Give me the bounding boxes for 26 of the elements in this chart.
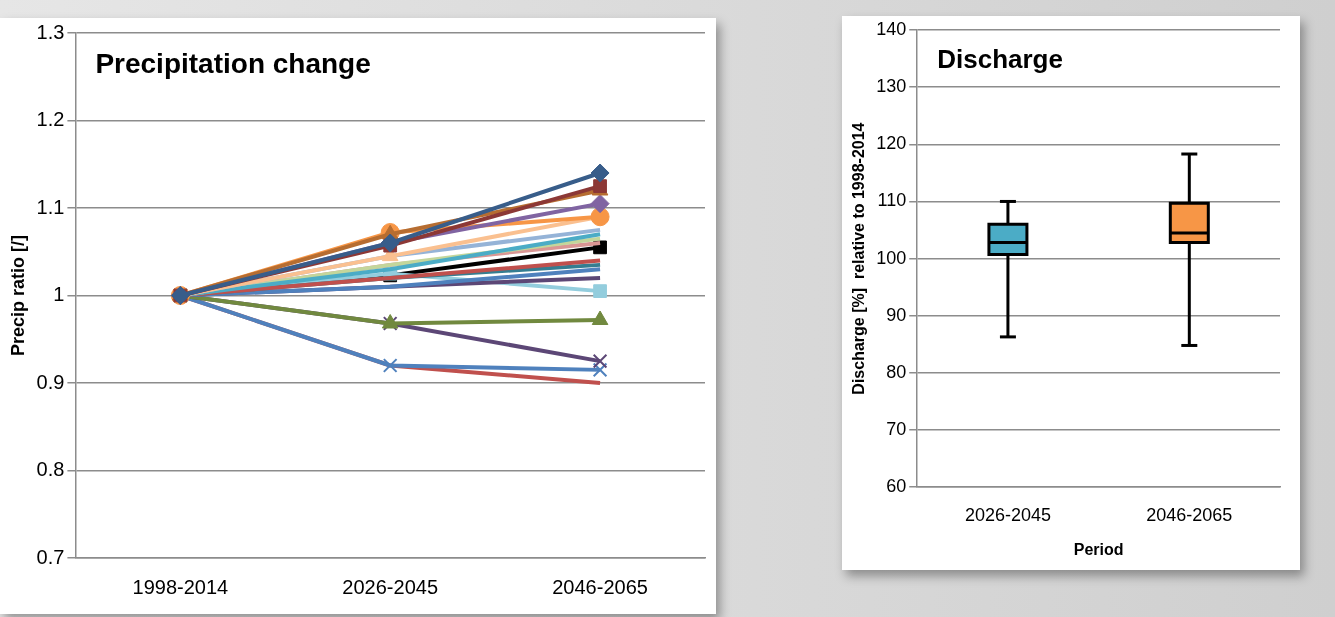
y-tick-label: 1.3 — [36, 20, 65, 43]
y-tick-label: 0.7 — [36, 545, 65, 568]
x-tick-label: 2046-2065 — [552, 575, 648, 598]
y-tick-label: 80 — [886, 361, 907, 382]
x-axis-title: Period — [1073, 540, 1124, 558]
y-axis-title: Precip ratio [/] — [7, 234, 28, 357]
y-tick-label: 60 — [886, 476, 907, 497]
y-tick-label: 130 — [876, 76, 907, 97]
x-tick-label: 2026-2045 — [342, 575, 439, 598]
x-tick-label: 2026-2045 — [964, 504, 1051, 525]
y-tick-label: 120 — [876, 133, 907, 154]
y-tick-label: 0.9 — [36, 370, 65, 393]
y-tick-label: 0.8 — [36, 458, 65, 481]
y-axis-title: Discharge [%] relative to 1998-2014 — [850, 122, 868, 395]
y-tick-label: 1 — [53, 283, 65, 306]
y-tick-label: 100 — [876, 247, 907, 268]
x-tick-label: 2046-2065 — [1146, 504, 1233, 525]
y-tick-label: 1.2 — [36, 108, 65, 131]
y-tick-label: 90 — [886, 304, 907, 325]
text: Discharge — [937, 44, 1063, 75]
y-tick-label: 140 — [876, 18, 907, 39]
y-tick-label: 110 — [877, 190, 907, 211]
text: Precipitation change — [95, 47, 371, 79]
x-tick-label: 1998-2014 — [132, 575, 229, 598]
y-tick-label: 1.1 — [36, 195, 65, 218]
y-tick-label: 70 — [886, 419, 907, 440]
